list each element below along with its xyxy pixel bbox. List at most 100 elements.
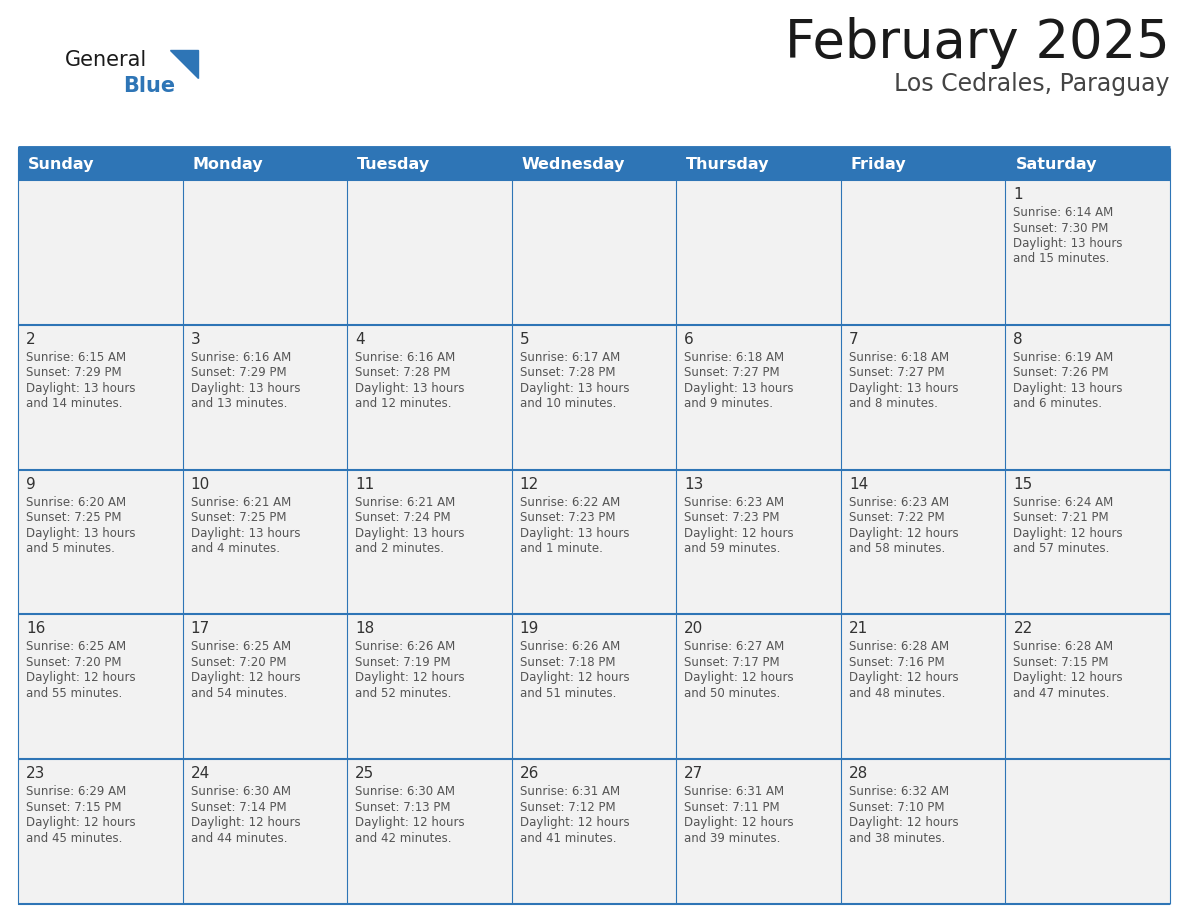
Bar — [347, 325, 512, 470]
Text: 18: 18 — [355, 621, 374, 636]
Text: 5: 5 — [519, 331, 530, 347]
Bar — [512, 180, 676, 325]
Bar — [676, 180, 841, 325]
Text: Sunset: 7:17 PM: Sunset: 7:17 PM — [684, 655, 779, 669]
Bar — [1005, 759, 1170, 904]
Bar — [676, 148, 841, 180]
Text: Thursday: Thursday — [687, 156, 770, 172]
Text: Sunset: 7:13 PM: Sunset: 7:13 PM — [355, 800, 450, 813]
Text: 15: 15 — [1013, 476, 1032, 492]
Bar — [18, 759, 183, 904]
Text: Sunrise: 6:31 AM: Sunrise: 6:31 AM — [684, 785, 784, 798]
Text: and 51 minutes.: and 51 minutes. — [519, 687, 617, 700]
Text: and 45 minutes.: and 45 minutes. — [26, 832, 122, 845]
Bar — [1005, 470, 1170, 614]
Text: Saturday: Saturday — [1016, 156, 1097, 172]
Text: 27: 27 — [684, 767, 703, 781]
Text: 14: 14 — [849, 476, 868, 492]
Text: Daylight: 12 hours: Daylight: 12 hours — [684, 527, 794, 540]
Bar — [512, 759, 676, 904]
Text: Daylight: 12 hours: Daylight: 12 hours — [849, 527, 959, 540]
Bar — [347, 470, 512, 614]
Text: Friday: Friday — [851, 156, 906, 172]
Text: 25: 25 — [355, 767, 374, 781]
Text: and 59 minutes.: and 59 minutes. — [684, 543, 781, 555]
Bar — [18, 614, 183, 759]
Text: and 5 minutes.: and 5 minutes. — [26, 543, 115, 555]
Bar — [347, 148, 512, 180]
Text: 3: 3 — [190, 331, 201, 347]
Text: Sunrise: 6:16 AM: Sunrise: 6:16 AM — [355, 351, 455, 364]
Text: and 10 minutes.: and 10 minutes. — [519, 397, 617, 410]
Text: Sunset: 7:15 PM: Sunset: 7:15 PM — [26, 800, 121, 813]
Text: Daylight: 12 hours: Daylight: 12 hours — [519, 671, 630, 685]
Text: Daylight: 13 hours: Daylight: 13 hours — [26, 527, 135, 540]
Text: 9: 9 — [26, 476, 36, 492]
Text: 8: 8 — [1013, 331, 1023, 347]
Text: 20: 20 — [684, 621, 703, 636]
Text: February 2025: February 2025 — [785, 17, 1170, 69]
Bar — [1005, 614, 1170, 759]
Text: Sunrise: 6:18 AM: Sunrise: 6:18 AM — [684, 351, 784, 364]
Text: Sunset: 7:29 PM: Sunset: 7:29 PM — [26, 366, 121, 379]
Bar — [841, 614, 1005, 759]
Text: Daylight: 12 hours: Daylight: 12 hours — [684, 671, 794, 685]
Text: 4: 4 — [355, 331, 365, 347]
Text: Blue: Blue — [124, 76, 175, 96]
Text: and 48 minutes.: and 48 minutes. — [849, 687, 946, 700]
Text: and 1 minute.: and 1 minute. — [519, 543, 602, 555]
Bar — [676, 614, 841, 759]
Bar — [18, 148, 183, 180]
Text: Sunset: 7:26 PM: Sunset: 7:26 PM — [1013, 366, 1110, 379]
Bar — [841, 325, 1005, 470]
Bar — [347, 180, 512, 325]
Text: Daylight: 13 hours: Daylight: 13 hours — [684, 382, 794, 395]
Text: Sunrise: 6:15 AM: Sunrise: 6:15 AM — [26, 351, 126, 364]
Text: Tuesday: Tuesday — [358, 156, 430, 172]
Text: Daylight: 13 hours: Daylight: 13 hours — [190, 527, 301, 540]
Text: Sunrise: 6:31 AM: Sunrise: 6:31 AM — [519, 785, 620, 798]
Bar — [18, 470, 183, 614]
Text: and 58 minutes.: and 58 minutes. — [849, 543, 946, 555]
Text: and 15 minutes.: and 15 minutes. — [1013, 252, 1110, 265]
Text: Sunrise: 6:23 AM: Sunrise: 6:23 AM — [684, 496, 784, 509]
Text: Sunset: 7:27 PM: Sunset: 7:27 PM — [849, 366, 944, 379]
Text: Sunrise: 6:23 AM: Sunrise: 6:23 AM — [849, 496, 949, 509]
Bar — [1005, 180, 1170, 325]
Bar — [1005, 148, 1170, 180]
Text: Sunset: 7:30 PM: Sunset: 7:30 PM — [1013, 221, 1108, 234]
Bar — [183, 180, 347, 325]
Text: Daylight: 13 hours: Daylight: 13 hours — [26, 382, 135, 395]
Bar — [347, 759, 512, 904]
Text: Sunrise: 6:18 AM: Sunrise: 6:18 AM — [849, 351, 949, 364]
Text: Sunrise: 6:14 AM: Sunrise: 6:14 AM — [1013, 206, 1113, 219]
Bar — [347, 614, 512, 759]
Text: Sunrise: 6:19 AM: Sunrise: 6:19 AM — [1013, 351, 1113, 364]
Bar — [183, 470, 347, 614]
Text: and 41 minutes.: and 41 minutes. — [519, 832, 617, 845]
Text: Daylight: 12 hours: Daylight: 12 hours — [519, 816, 630, 829]
Text: 2: 2 — [26, 331, 36, 347]
Polygon shape — [170, 50, 198, 78]
Text: and 50 minutes.: and 50 minutes. — [684, 687, 781, 700]
Text: Daylight: 12 hours: Daylight: 12 hours — [355, 671, 465, 685]
Text: Sunset: 7:25 PM: Sunset: 7:25 PM — [190, 511, 286, 524]
Text: Sunrise: 6:30 AM: Sunrise: 6:30 AM — [355, 785, 455, 798]
Bar — [1005, 325, 1170, 470]
Text: Sunset: 7:14 PM: Sunset: 7:14 PM — [190, 800, 286, 813]
Text: 26: 26 — [519, 767, 539, 781]
Text: Daylight: 13 hours: Daylight: 13 hours — [1013, 382, 1123, 395]
Text: Daylight: 13 hours: Daylight: 13 hours — [849, 382, 959, 395]
Text: and 9 minutes.: and 9 minutes. — [684, 397, 773, 410]
Text: Sunrise: 6:22 AM: Sunrise: 6:22 AM — [519, 496, 620, 509]
Text: and 44 minutes.: and 44 minutes. — [190, 832, 287, 845]
Text: and 8 minutes.: and 8 minutes. — [849, 397, 937, 410]
Text: Sunset: 7:28 PM: Sunset: 7:28 PM — [355, 366, 450, 379]
Text: and 6 minutes.: and 6 minutes. — [1013, 397, 1102, 410]
Bar — [183, 325, 347, 470]
Text: Sunset: 7:15 PM: Sunset: 7:15 PM — [1013, 655, 1108, 669]
Bar — [676, 470, 841, 614]
Text: Sunrise: 6:26 AM: Sunrise: 6:26 AM — [355, 641, 455, 654]
Text: Sunrise: 6:21 AM: Sunrise: 6:21 AM — [190, 496, 291, 509]
Text: Daylight: 12 hours: Daylight: 12 hours — [1013, 671, 1123, 685]
